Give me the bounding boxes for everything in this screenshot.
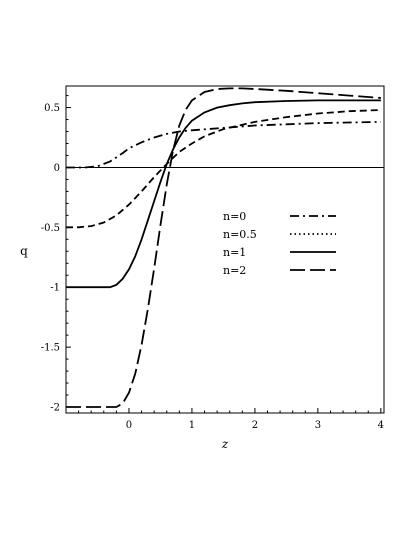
legend: n=0 n=0.5 n=1 n=2: [223, 210, 336, 277]
y-tick-label-1: -1.5: [41, 343, 60, 354]
series-line-2: [66, 99, 381, 289]
series-line-3: [66, 87, 381, 408]
series-layer: [66, 87, 381, 408]
plot-frame: [65, 85, 385, 414]
y-axis-label: q: [20, 244, 28, 258]
legend-label-3: n=2: [223, 264, 246, 277]
x-tick-label-1: 1: [189, 420, 195, 431]
x-tick-label-4: 4: [378, 420, 384, 431]
legend-label-1: n=0.5: [223, 228, 257, 241]
legend-label-0: n=0: [223, 210, 246, 223]
y-tick-label-0: -2: [50, 403, 60, 414]
ticks-layer: 0 1 2 3 4 -2 -1.5 -1 -0.5 0 0.5: [41, 95, 384, 431]
y-tick-label-3: -0.5: [41, 223, 60, 234]
x-axis-label: z: [221, 437, 229, 451]
y-tick-label-4: 0: [54, 163, 60, 174]
x-tick-label-2: 2: [252, 420, 258, 431]
series-line-0: [66, 121, 381, 169]
x-tick-label-3: 3: [315, 420, 321, 431]
legend-label-2: n=1: [223, 246, 246, 259]
y-tick-label-2: -1: [50, 283, 60, 294]
x-tick-label-0: 0: [126, 420, 132, 431]
y-tick-label-5: 0.5: [44, 103, 60, 114]
series-line-4: [66, 109, 381, 229]
